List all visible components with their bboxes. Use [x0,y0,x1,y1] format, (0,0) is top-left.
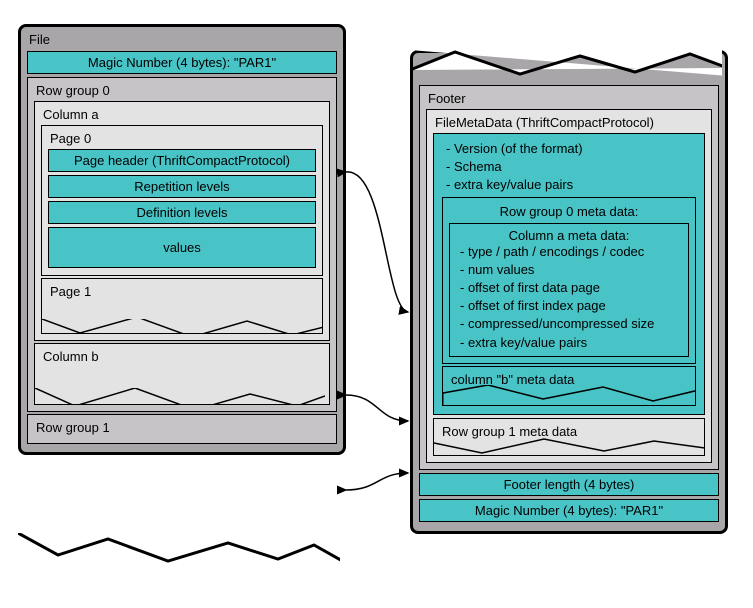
col-a-sizes: compressed/uncompressed size [460,315,682,333]
row-group-1: Row group 1 [27,414,337,444]
torn-edge [35,388,325,405]
page-0: Page 0 Page header (ThriftCompactProtoco… [41,125,323,276]
col-a-index-offset: offset of first index page [460,297,682,315]
meta-version: Version (of the format) [446,140,696,158]
rg1-meta-label: Row group 1 meta data [440,423,698,440]
footer-box: Footer FileMetaData (ThriftCompactProtoc… [419,85,719,470]
page-0-label: Page 0 [48,130,316,147]
column-b: Column b [34,343,330,405]
torn-edge [42,319,323,334]
row-group-0-label: Row group 0 [34,82,330,99]
col-a-extra: extra key/value pairs [460,334,682,352]
rep-levels: Repetition levels [48,175,316,198]
col-b-meta: column "b" meta data [442,366,696,406]
footer-label: Footer [426,90,712,107]
column-a: Column a Page 0 Page header (ThriftCompa… [34,101,330,341]
column-a-label: Column a [41,106,323,123]
rg0-meta: Row group 0 meta data: Column a meta dat… [442,197,696,364]
file-meta-body: Version (of the format) Schema extra key… [433,133,705,415]
file-label: File [27,31,337,48]
page-1-label: Page 1 [48,283,316,300]
col-a-data-offset: offset of first data page [460,279,682,297]
torn-edge [443,385,696,406]
col-a-num: num values [460,261,682,279]
meta-extra: extra key/value pairs [446,176,696,194]
file-magic: Magic Number (4 bytes): "PAR1" [27,51,337,74]
page-1: Page 1 [41,278,323,334]
meta-schema: Schema [446,158,696,176]
col-a-meta-label: Column a meta data: [456,228,682,243]
rg0-meta-label: Row group 0 meta data: [449,202,689,221]
footer-panel: Footer FileMetaData (ThriftCompactProtoc… [410,50,728,534]
page-header: Page header (ThriftCompactProtocol) [48,149,316,172]
row-group-1-label: Row group 1 [34,419,330,436]
def-levels: Definition levels [48,201,316,224]
col-a-type: type / path / encodings / codec [460,243,682,261]
col-b-meta-label: column "b" meta data [449,371,689,388]
torn-edge [18,533,340,573]
file-panel: File Magic Number (4 bytes): "PAR1" Row … [18,24,346,455]
column-b-label: Column b [41,348,323,365]
file-meta: FileMetaData (ThriftCompactProtocol) Ver… [426,109,712,463]
col-a-meta: Column a meta data: type / path / encodi… [449,223,689,357]
file-meta-label: FileMetaData (ThriftCompactProtocol) [433,114,705,131]
values-box: values [48,227,316,268]
rg1-meta: Row group 1 meta data [433,418,705,456]
footer-magic: Magic Number (4 bytes): "PAR1" [419,499,719,522]
row-group-0: Row group 0 Column a Page 0 Page header … [27,77,337,412]
footer-len: Footer length (4 bytes) [419,473,719,496]
